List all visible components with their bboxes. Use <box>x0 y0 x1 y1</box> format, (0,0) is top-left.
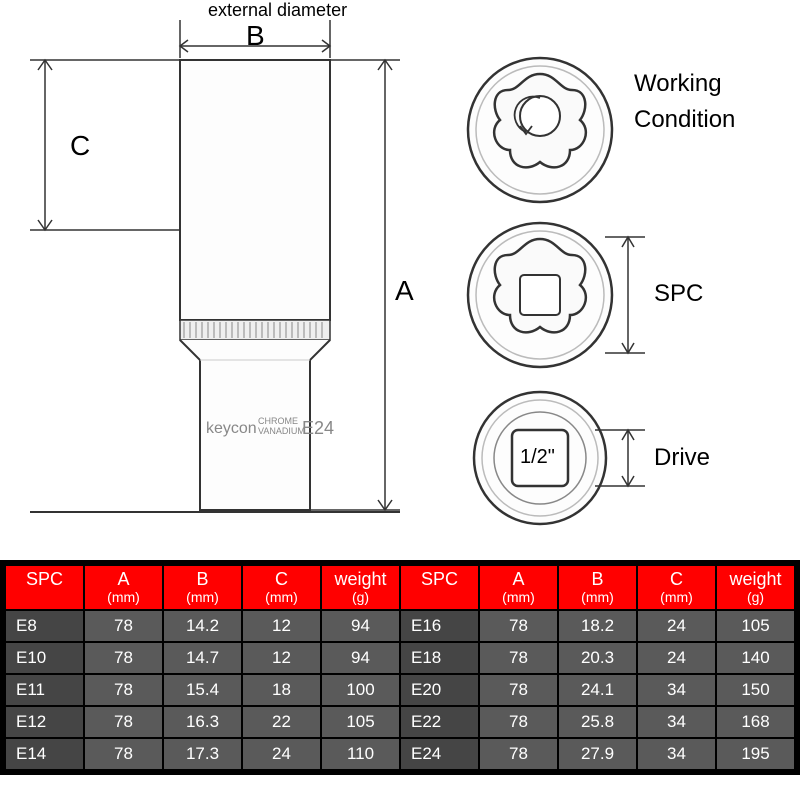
top-view-working <box>460 50 620 210</box>
cell-a: 78 <box>85 643 162 673</box>
cell-spc: E8 <box>6 611 83 641</box>
cell-w: 195 <box>717 739 794 769</box>
cell-b: 24.1 <box>559 675 636 705</box>
cell-w: 168 <box>717 707 794 737</box>
cell-c: 34 <box>638 739 715 769</box>
cell-spc: E20 <box>401 675 478 705</box>
socket-mat-top: CHROME <box>258 416 298 426</box>
label-condition: Condition <box>634 106 735 134</box>
label-working: Working <box>634 70 722 98</box>
cell-w: 140 <box>717 643 794 673</box>
th-b: B(mm) <box>559 566 636 609</box>
label-c: C <box>70 130 90 162</box>
th-c: C(mm) <box>243 566 320 609</box>
cell-b: 17.3 <box>164 739 241 769</box>
cell-b: 18.2 <box>559 611 636 641</box>
socket-side-view <box>0 0 420 560</box>
cell-c: 34 <box>638 675 715 705</box>
cell-spc: E22 <box>401 707 478 737</box>
cell-a: 78 <box>480 611 557 641</box>
cell-a: 78 <box>480 643 557 673</box>
label-drive: Drive <box>654 444 710 472</box>
cell-a: 78 <box>85 707 162 737</box>
th-c: C(mm) <box>638 566 715 609</box>
cell-spc: E10 <box>6 643 83 673</box>
cell-c: 22 <box>243 707 320 737</box>
cell-b: 25.8 <box>559 707 636 737</box>
cell-b: 16.3 <box>164 707 241 737</box>
cell-w: 94 <box>322 643 399 673</box>
cell-b: 15.4 <box>164 675 241 705</box>
cell-b: 14.7 <box>164 643 241 673</box>
cell-spc: E11 <box>6 675 83 705</box>
cell-a: 78 <box>85 739 162 769</box>
th-weight: weight(g) <box>717 566 794 609</box>
socket-brand: keycon <box>206 420 257 438</box>
cell-b: 20.3 <box>559 643 636 673</box>
th-weight: weight(g) <box>322 566 399 609</box>
cell-b: 27.9 <box>559 739 636 769</box>
table-row: E147817.324110E247827.934195 <box>6 739 794 769</box>
cell-c: 34 <box>638 707 715 737</box>
label-external-diameter: external diameter <box>208 0 347 21</box>
cell-c: 24 <box>638 643 715 673</box>
diagram-area: external diameter B C A keycon CHROME VA… <box>0 0 800 560</box>
cell-w: 150 <box>717 675 794 705</box>
cell-spc: E18 <box>401 643 478 673</box>
cell-w: 100 <box>322 675 399 705</box>
cell-c: 12 <box>243 643 320 673</box>
cell-spc: E16 <box>401 611 478 641</box>
spec-table: SPC A(mm)B(mm)C(mm)weight(g)SPC A(mm)B(m… <box>4 564 796 771</box>
th-a: A(mm) <box>85 566 162 609</box>
table-row: E107814.71294E187820.324140 <box>6 643 794 673</box>
th-spc: SPC <box>401 566 478 609</box>
cell-a: 78 <box>480 675 557 705</box>
cell-c: 24 <box>243 739 320 769</box>
th-b: B(mm) <box>164 566 241 609</box>
label-spc: SPC <box>654 280 703 308</box>
cell-a: 78 <box>480 707 557 737</box>
cell-w: 94 <box>322 611 399 641</box>
cell-b: 14.2 <box>164 611 241 641</box>
table-row: E117815.418100E207824.134150 <box>6 675 794 705</box>
cell-c: 12 <box>243 611 320 641</box>
cell-a: 78 <box>85 611 162 641</box>
cell-spc: E12 <box>6 707 83 737</box>
label-a: A <box>395 275 414 307</box>
socket-mat-bot: VANADIUM <box>258 426 305 436</box>
label-b: B <box>246 20 265 52</box>
table-row: E87814.21294E167818.224105 <box>6 611 794 641</box>
spec-table-area: SPC A(mm)B(mm)C(mm)weight(g)SPC A(mm)B(m… <box>0 560 800 775</box>
spc-view <box>450 210 650 380</box>
cell-w: 110 <box>322 739 399 769</box>
th-spc: SPC <box>6 566 83 609</box>
cell-w: 105 <box>322 707 399 737</box>
cell-spc: E14 <box>6 739 83 769</box>
cell-a: 78 <box>85 675 162 705</box>
cell-a: 78 <box>480 739 557 769</box>
th-a: A(mm) <box>480 566 557 609</box>
table-row: E127816.322105E227825.834168 <box>6 707 794 737</box>
cell-w: 105 <box>717 611 794 641</box>
cell-spc: E24 <box>401 739 478 769</box>
label-drive-size: 1/2" <box>520 446 555 469</box>
socket-size: E24 <box>302 418 334 439</box>
cell-c: 24 <box>638 611 715 641</box>
cell-c: 18 <box>243 675 320 705</box>
